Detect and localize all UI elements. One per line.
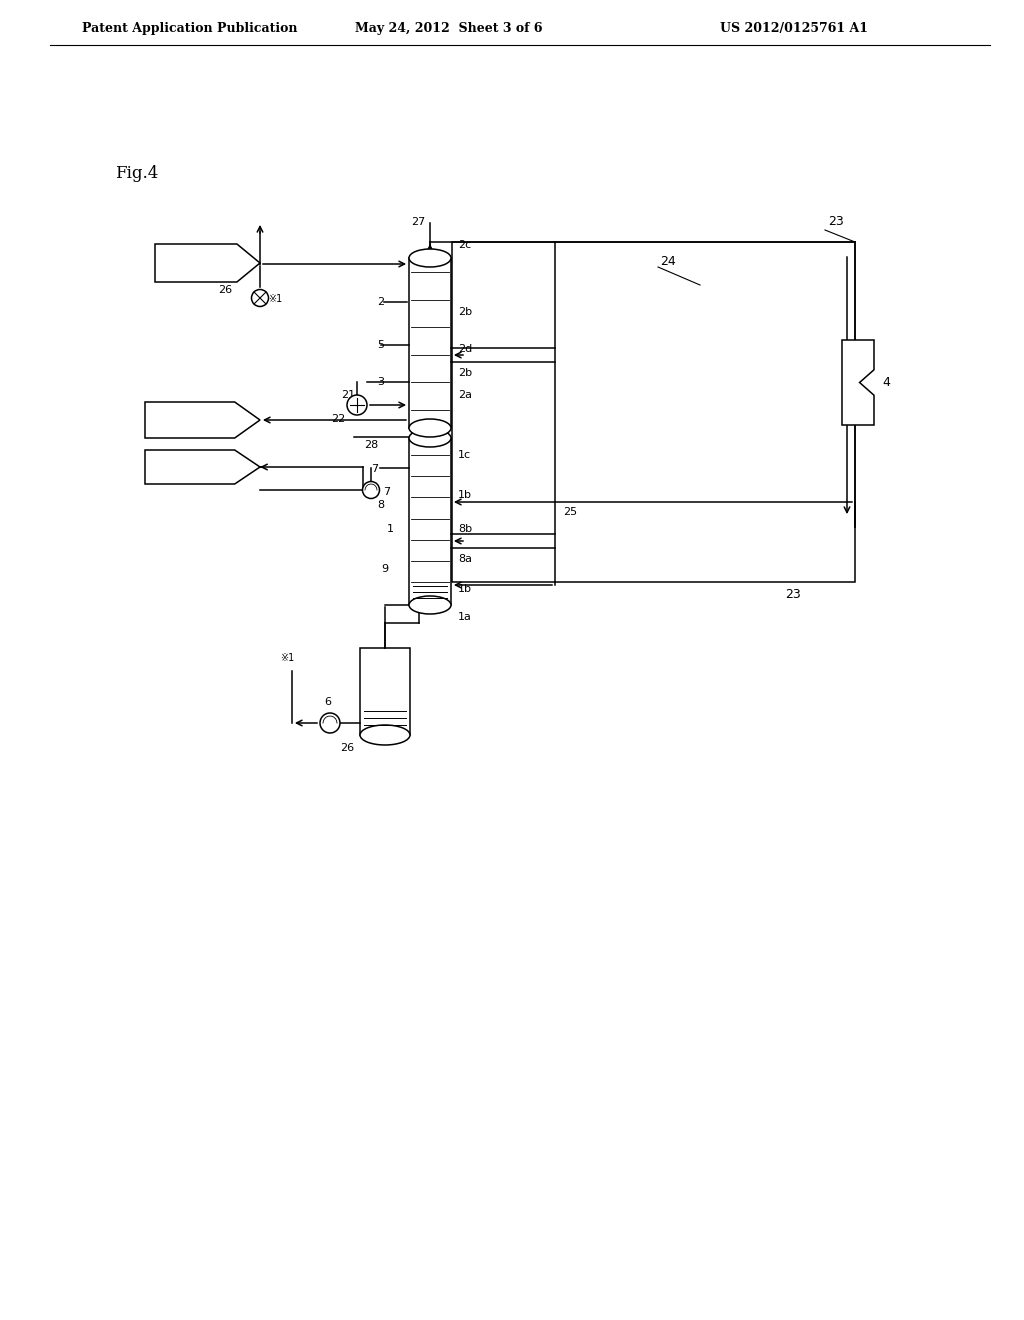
Text: 2a: 2a bbox=[458, 389, 472, 400]
Text: Fig.4: Fig.4 bbox=[115, 165, 159, 182]
Bar bbox=[409, 257, 451, 428]
Text: 23: 23 bbox=[785, 587, 801, 601]
Text: 1a: 1a bbox=[458, 612, 472, 622]
Text: 2b: 2b bbox=[458, 308, 472, 317]
Text: 27: 27 bbox=[411, 216, 425, 227]
Text: 8b: 8b bbox=[458, 524, 472, 535]
Polygon shape bbox=[145, 450, 260, 484]
Ellipse shape bbox=[409, 429, 451, 447]
Text: 22: 22 bbox=[331, 414, 345, 424]
Bar bbox=[452, 242, 855, 582]
Text: 6: 6 bbox=[325, 697, 332, 708]
Ellipse shape bbox=[360, 725, 410, 744]
Bar bbox=[360, 648, 410, 735]
Text: 3: 3 bbox=[377, 378, 384, 387]
Text: 25: 25 bbox=[563, 507, 578, 517]
Ellipse shape bbox=[409, 249, 451, 267]
Text: 24: 24 bbox=[660, 255, 676, 268]
Text: Patent Application Publication: Patent Application Publication bbox=[82, 22, 298, 36]
Text: 1b: 1b bbox=[458, 490, 472, 500]
Circle shape bbox=[347, 395, 367, 414]
Text: 2d: 2d bbox=[458, 345, 472, 354]
Circle shape bbox=[362, 482, 380, 499]
Text: 7: 7 bbox=[371, 465, 378, 474]
Text: 26: 26 bbox=[218, 285, 232, 294]
Text: BOTTOMS: BOTTOMS bbox=[150, 414, 202, 425]
Text: 1c: 1c bbox=[458, 450, 471, 459]
Text: 28: 28 bbox=[364, 440, 378, 450]
Text: 4: 4 bbox=[882, 376, 890, 389]
Polygon shape bbox=[155, 244, 260, 282]
Text: 21: 21 bbox=[341, 389, 355, 400]
Circle shape bbox=[319, 713, 340, 733]
Bar bbox=[409, 438, 451, 605]
Text: FEED: FEED bbox=[167, 256, 198, 269]
Text: ※1: ※1 bbox=[280, 653, 294, 663]
Text: US 2012/0125761 A1: US 2012/0125761 A1 bbox=[720, 22, 868, 36]
Text: ※1: ※1 bbox=[268, 294, 283, 304]
Circle shape bbox=[252, 289, 268, 306]
Text: 7: 7 bbox=[383, 487, 390, 498]
Text: May 24, 2012  Sheet 3 of 6: May 24, 2012 Sheet 3 of 6 bbox=[355, 22, 543, 36]
Text: 8a: 8a bbox=[458, 554, 472, 564]
Text: 2b: 2b bbox=[458, 368, 472, 378]
Text: 23: 23 bbox=[828, 215, 844, 228]
Text: 1: 1 bbox=[387, 524, 394, 535]
Polygon shape bbox=[842, 341, 874, 425]
Text: DISTILLATE: DISTILLATE bbox=[147, 462, 202, 473]
Text: 9: 9 bbox=[381, 564, 388, 574]
Ellipse shape bbox=[409, 597, 451, 614]
Text: 26: 26 bbox=[340, 743, 354, 752]
Polygon shape bbox=[145, 403, 260, 438]
Text: 8: 8 bbox=[377, 500, 384, 510]
Text: 1b: 1b bbox=[458, 583, 472, 594]
Text: 2: 2 bbox=[377, 297, 384, 308]
Text: 2c: 2c bbox=[458, 240, 471, 249]
Text: 5: 5 bbox=[377, 341, 384, 350]
Ellipse shape bbox=[409, 418, 451, 437]
